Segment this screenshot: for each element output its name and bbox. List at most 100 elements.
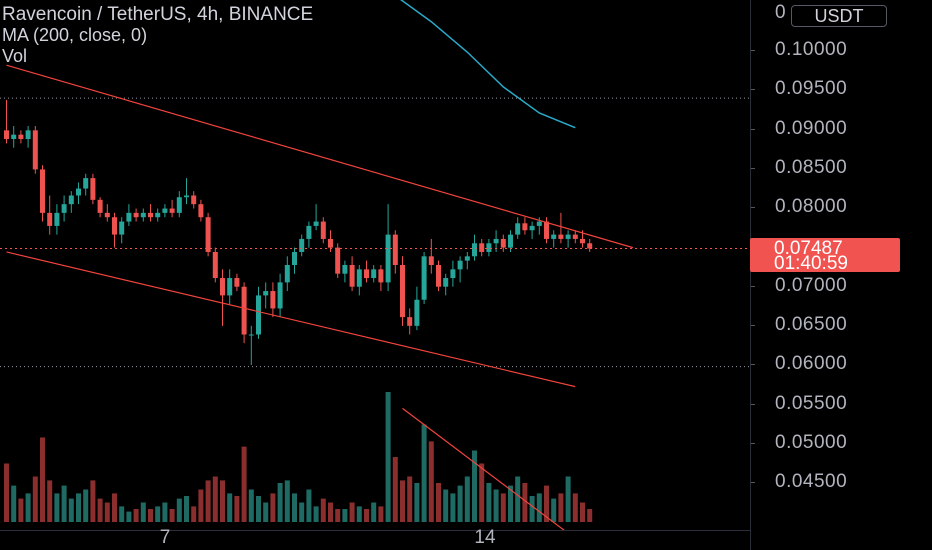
candle-body <box>40 169 45 213</box>
candle-body <box>572 234 578 239</box>
volume-bar <box>472 450 477 522</box>
candle-body <box>90 178 96 200</box>
price-tick-mark <box>751 285 755 287</box>
price-tick-mark <box>751 50 755 51</box>
candle-body <box>18 134 24 140</box>
candle-body <box>500 238 506 248</box>
price-tick-label: 0.08500 <box>775 156 848 178</box>
volume-bar <box>198 489 204 522</box>
candle-body <box>32 130 38 170</box>
candlestick-chart[interactable] <box>0 0 750 540</box>
volume-bar <box>256 496 261 522</box>
candle-body <box>299 238 305 252</box>
current-price-label: 0.07487 <box>774 238 843 259</box>
price-tick-mark <box>751 325 755 327</box>
volume-bar <box>241 446 247 522</box>
candle-body <box>68 195 74 205</box>
candle-body <box>191 195 197 205</box>
volume-bar <box>450 493 456 522</box>
price-tick-label: 0.09500 <box>775 78 848 100</box>
volume-bar <box>515 476 521 522</box>
candle-body <box>508 234 513 248</box>
volume-bar <box>220 480 225 522</box>
volume-bar <box>500 493 506 522</box>
candle-body <box>292 251 297 265</box>
candle-body <box>565 234 571 239</box>
candle-body <box>436 265 441 287</box>
candle-body <box>320 221 326 239</box>
candle-body <box>529 225 535 231</box>
volume-indicator-label[interactable]: Vol <box>2 46 28 66</box>
currency-button[interactable]: USDT <box>791 5 887 27</box>
price-axis[interactable]: 0 USDT 0.10000 0.09500 0.09000 0.08500 0.080… <box>750 0 932 550</box>
ma-200-line <box>400 0 576 129</box>
volume-bar <box>385 392 391 522</box>
candle-body <box>140 212 146 218</box>
time-axis[interactable]: 7 14 <box>0 528 750 550</box>
candle-body <box>133 212 139 218</box>
candle-body <box>349 265 355 287</box>
volume-bar <box>428 441 434 522</box>
candle-body <box>536 221 542 226</box>
candle-body <box>155 212 161 218</box>
price-tick-label: 0.07000 <box>775 274 848 296</box>
candle-body <box>184 195 189 198</box>
candle-body <box>443 278 449 287</box>
candle-body <box>587 243 593 249</box>
candle-body <box>515 223 521 235</box>
candle-body <box>421 256 427 300</box>
price-tick-mark <box>751 89 755 91</box>
candle-body <box>371 269 377 279</box>
volume-bar <box>270 493 276 522</box>
candle-body <box>198 204 204 218</box>
volume-bar <box>97 498 103 522</box>
volume-bar <box>320 498 326 522</box>
chart-area[interactable] <box>0 0 750 540</box>
candle-body <box>97 199 103 213</box>
volume-bar <box>364 509 369 522</box>
volume-bar <box>284 480 290 522</box>
volume-bar <box>400 480 405 522</box>
volume-bar <box>371 502 377 522</box>
candle-body <box>119 221 125 235</box>
candle-body <box>126 212 132 222</box>
volume-bar <box>457 485 463 522</box>
candle-body <box>169 208 175 213</box>
candle-body <box>83 178 89 189</box>
price-tick-label: 0.08000 <box>775 196 848 218</box>
volume-bar <box>407 476 413 522</box>
candle-body <box>414 299 420 326</box>
candle-body <box>450 269 456 279</box>
volume-bar <box>25 493 31 522</box>
candle-body <box>392 234 398 265</box>
candle-body <box>47 212 53 226</box>
volume-bar <box>313 506 319 522</box>
volume-bar <box>342 509 348 522</box>
volume-bar <box>68 498 74 522</box>
candle-body <box>464 256 470 261</box>
bar-countdown-label: 01:40:59 <box>774 253 848 274</box>
volume-bar <box>248 489 254 522</box>
candle-body <box>263 291 269 296</box>
volume-bar <box>140 502 146 522</box>
price-tick-label: 0.06500 <box>775 314 848 336</box>
volume-bar <box>234 496 240 522</box>
volume-bar <box>349 502 355 522</box>
candle-body <box>284 265 290 283</box>
candle-body <box>212 251 218 279</box>
volume-bar <box>551 498 557 522</box>
volume-bar <box>227 493 233 522</box>
volume-bar <box>40 437 45 522</box>
volume-bar <box>493 489 499 522</box>
candle-body <box>104 212 110 218</box>
price-tick-mark <box>751 482 755 484</box>
volume-bar <box>392 457 398 522</box>
candle-body <box>270 291 276 309</box>
candle-body <box>407 317 413 326</box>
ma-indicator-label[interactable]: MA (200, close, 0) <box>2 25 148 45</box>
candle-body <box>11 134 17 140</box>
price-tick-top: 0 <box>775 2 787 23</box>
candle-body <box>457 260 463 270</box>
volume-bar <box>191 506 197 522</box>
symbol-title[interactable]: Ravencoin / TetherUS, 4h, BINANCE <box>2 4 314 25</box>
